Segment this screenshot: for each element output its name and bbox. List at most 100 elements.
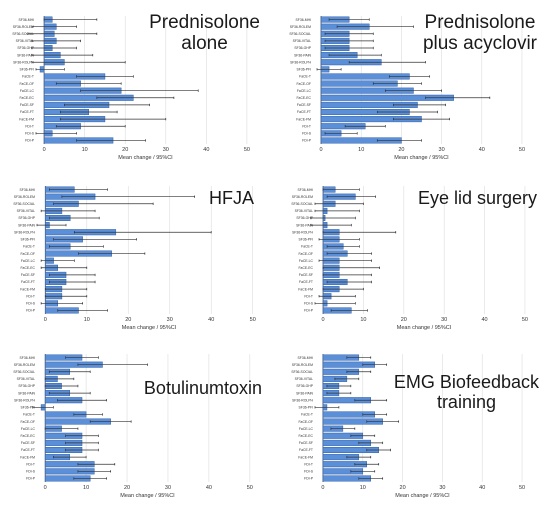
category-label: FDI-T <box>304 294 313 298</box>
category-label: FDI-P <box>304 309 314 313</box>
category-label: SF36-MHI <box>296 18 312 22</box>
chart-prednisolone-plus-acyclovir: 0 10 20 30 40 50 Mean change / 95%CI SF36-MHI SF… <box>289 16 525 160</box>
category-label: SF36-SOCIAL <box>13 202 35 206</box>
x-axis-title: Mean change / 95%CI <box>120 493 175 498</box>
category-label: FaCE-LC <box>21 259 36 263</box>
category-label: FDI-P <box>26 477 36 481</box>
x-tick-label: 10 <box>83 485 89 491</box>
category-label: FaCE-LC <box>297 89 312 93</box>
category-label: FaCE-FM <box>20 287 35 291</box>
category-label: FaCE-SF <box>299 273 313 277</box>
category-label: SF36-PAIN <box>18 391 35 395</box>
x-tick-label: 40 <box>208 317 214 323</box>
category-label: FDI-T <box>304 462 313 466</box>
x-tick-label: 20 <box>398 147 404 153</box>
x-tick-label: 30 <box>163 147 169 153</box>
panel-eye-lid-surgery: 0 10 20 30 40 50 Mean change / 95%CI SF36-MHI SF… <box>285 180 545 330</box>
chart-botulinumtoxin: 0 10 20 30 40 50 Mean change / 95%CI SF36-MHI SF… <box>13 354 253 498</box>
category-label: SF36-ROLPH <box>14 398 35 402</box>
category-label: FaCE-FM <box>298 287 313 291</box>
category-label: SF36-SOCIAL <box>289 32 311 36</box>
category-label: FaCE-EC <box>298 434 313 438</box>
category-label: FDI-T <box>302 124 311 128</box>
panel-title-line: Prednisolone <box>424 12 536 33</box>
category-label: SF36-ROLEM <box>292 363 313 367</box>
x-tick-label: 30 <box>441 317 447 323</box>
category-label: SF36-SOCIAL <box>13 370 35 374</box>
category-label: SF36-PFI <box>19 68 34 72</box>
category-label: FaCE-OF <box>20 252 35 256</box>
x-tick-label: 20 <box>401 317 407 323</box>
x-tick-label: 10 <box>82 147 88 153</box>
category-label: FaCE-SF <box>299 441 313 445</box>
panel-title-line: plus acyclovir <box>422 33 537 55</box>
category-label: FaCE-OF <box>298 252 313 256</box>
category-label: FaCE-FT <box>20 110 34 114</box>
x-tick-label: 20 <box>122 147 128 153</box>
category-label: FaCE-EC <box>296 96 311 100</box>
category-label: SF36-PAIN <box>296 391 313 395</box>
category-label: FaCE-FM <box>296 117 311 121</box>
category-label: FDI-S <box>304 302 314 306</box>
category-label: FaCE-OF <box>296 82 311 86</box>
category-label: SF36-MHI <box>298 188 314 192</box>
x-tick-label: 40 <box>479 147 485 153</box>
category-label: FDI-S <box>302 132 312 136</box>
category-label: FaCE-T <box>301 245 313 249</box>
category-label: FaCE-FT <box>21 448 35 452</box>
panel-title: Prednisolone plus acyclovir <box>423 12 537 55</box>
category-label: FaCE-FT <box>299 448 313 452</box>
x-tick-label: 10 <box>360 485 366 491</box>
x-tick-label: 10 <box>84 317 90 323</box>
category-label: FaCE-FT <box>21 280 35 284</box>
panel-hfja: 0 10 20 30 40 50 Mean change / 95%CI SF36-MHI SF… <box>5 180 270 330</box>
x-tick-label: 10 <box>360 317 366 323</box>
panel-title-line: EMG Biofeedback <box>393 372 539 392</box>
x-tick-label: 20 <box>125 317 131 323</box>
x-axis-title: Mean change / 95%CI <box>394 155 449 160</box>
category-label: SF36-PFI <box>296 68 311 72</box>
category-label: FDI-T <box>26 462 35 466</box>
category-label: FaCE-EC <box>298 266 313 270</box>
category-label: FDI-S <box>26 470 36 474</box>
panel-title: Botulinumtoxin <box>144 378 262 398</box>
x-tick-label: 50 <box>522 317 528 323</box>
category-label: FaCE-FM <box>19 117 34 121</box>
category-label: SF36-PFI <box>298 238 313 242</box>
category-label: FaCE-LC <box>21 427 36 431</box>
x-tick-label: 50 <box>247 485 253 491</box>
panel-title: EMG Biofeedback training <box>394 372 539 412</box>
category-label: FDI-S <box>304 470 314 474</box>
panel-title-line: Prednisolone <box>149 12 260 33</box>
category-label: SF36-ROLPH <box>13 60 34 64</box>
chart-prednisolone-alone: 0 10 20 30 40 50 Mean change / 95%CI SF36-MHI SF… <box>12 16 250 160</box>
x-tick-label: 50 <box>519 147 525 153</box>
x-tick-label: 0 <box>321 485 324 491</box>
category-label: FaCE-FM <box>298 455 313 459</box>
category-label: SF36-ROLPH <box>14 230 35 234</box>
category-label: SF36-ROLPH <box>292 398 313 402</box>
category-label: SF36-GHP <box>296 384 313 388</box>
x-tick-label: 30 <box>167 317 173 323</box>
category-label: SF36-ROLEM <box>292 195 313 199</box>
category-label: FaCE-T <box>23 413 35 417</box>
category-label: SF36-PFI <box>298 406 313 410</box>
category-label: FaCE-FM <box>20 455 35 459</box>
category-label: SF36-GHP <box>296 216 313 220</box>
x-axis-title: Mean change / 95%CI <box>118 155 173 160</box>
category-label: FDI-T <box>26 294 35 298</box>
category-label: SF36-MHI <box>19 18 35 22</box>
x-tick-label: 30 <box>439 485 445 491</box>
category-label: SF36-GHP <box>17 46 34 50</box>
category-label: FDI-P <box>26 309 36 313</box>
x-axis-title: Mean change / 95%CI <box>395 493 450 498</box>
category-label: SF36-GHP <box>18 384 35 388</box>
category-label: FaCE-EC <box>19 96 34 100</box>
category-label: SF36-SOCIAL <box>291 202 313 206</box>
x-tick-label: 0 <box>320 147 323 153</box>
category-label: FaCE-T <box>22 75 34 79</box>
category-label: FaCE-SF <box>21 441 35 445</box>
panel-prednisolone-alone: 0 10 20 30 40 50 Mean change / 95%CI SF36-MHI SF… <box>5 10 270 160</box>
category-label: SF36-GHP <box>294 46 311 50</box>
category-label: FDI-P <box>302 139 312 143</box>
